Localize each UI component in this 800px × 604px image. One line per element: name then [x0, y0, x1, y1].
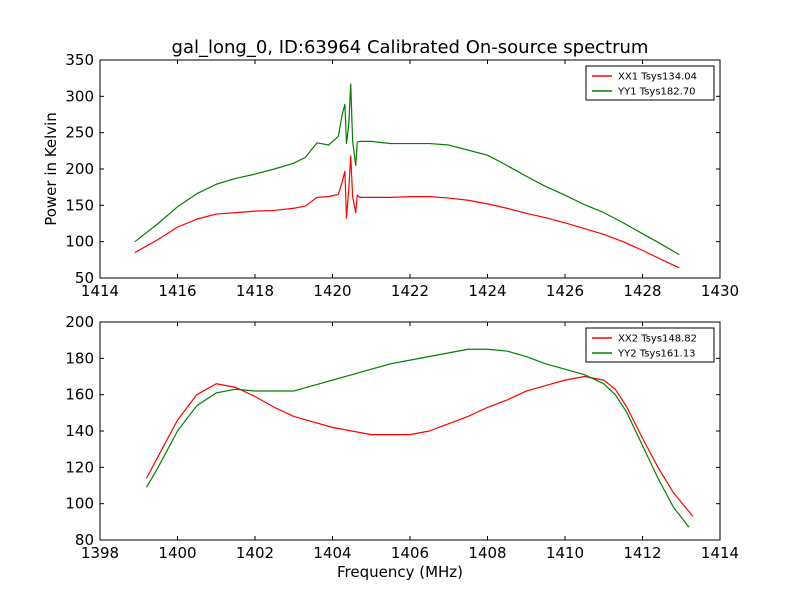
- x-tick-label: 1414: [81, 282, 119, 300]
- legend-label: YY1 Tsys182.70: [617, 87, 696, 98]
- x-tick-label: 1408: [468, 544, 506, 562]
- x-tick-label: 1414: [701, 544, 739, 562]
- x-tick-label: 1398: [81, 544, 119, 562]
- y-tick-label: 180: [65, 349, 94, 367]
- subplot-2: 1398 1400 1402 1404 1406 1408 1410 1412 1414 80 10…: [65, 313, 739, 581]
- y-tick-label: 350: [65, 51, 94, 69]
- series-line-2-1: [145, 375, 694, 517]
- y-tick-label: 200: [65, 160, 94, 178]
- chart-title: gal_long_0, ID:63964 Calibrated On-sourc…: [172, 37, 649, 58]
- x-tick-label: 1402: [236, 544, 274, 562]
- y-axis-label: Power in Kelvin: [42, 112, 60, 226]
- x-tick-label: 1406: [391, 544, 429, 562]
- x-tick-label: 1426: [546, 282, 584, 300]
- legend-box: [585, 65, 715, 101]
- x-tick-label: 1430: [701, 282, 739, 300]
- y-tick-label: 120: [65, 458, 94, 476]
- y-tick-label: 160: [65, 386, 94, 404]
- legend-label: XX2 Tsys148.82: [618, 334, 697, 345]
- y-tick-label: 50: [75, 269, 94, 287]
- x-tick-label: 1400: [158, 544, 196, 562]
- x-axis-label: Frequency (MHz): [337, 563, 463, 581]
- y-tick-label: 80: [75, 531, 94, 549]
- x-tick-label: 1424: [468, 282, 506, 300]
- series-line-2-2: [145, 348, 690, 528]
- x-tick-label: 1418: [236, 282, 274, 300]
- y-tick-label: 150: [65, 196, 94, 214]
- legend-box: [585, 327, 715, 363]
- y-tick-label: 100: [65, 233, 94, 251]
- legend-1: XX1 Tsys134.04 YY1 Tsys182.70: [585, 65, 715, 101]
- y-tick-label: 100: [65, 495, 94, 513]
- x-tick-label: 1422: [391, 282, 429, 300]
- x-tick-label: 1404: [313, 544, 351, 562]
- x-tick-label: 1412: [623, 544, 661, 562]
- legend-label: XX1 Tsys134.04: [618, 72, 697, 83]
- x-tick-label: 1416: [158, 282, 196, 300]
- series-line-1-2: [134, 83, 680, 256]
- x-tick-label: 1410: [546, 544, 584, 562]
- series-line-1-1: [134, 155, 680, 269]
- legend-2: XX2 Tsys148.82 YY2 Tsys161.13: [585, 327, 715, 363]
- y-tick-label: 200: [65, 313, 94, 331]
- y-tick-label: 300: [65, 87, 94, 105]
- x-tick-label: 1420: [313, 282, 351, 300]
- y-tick-label: 140: [65, 422, 94, 440]
- legend-label: YY2 Tsys161.13: [617, 349, 696, 360]
- x-tick-label: 1428: [623, 282, 661, 300]
- subplot-1: 1414 1416 1418 1420 1422 1424 1426 1428 1430 50 10…: [42, 51, 739, 300]
- y-tick-label: 250: [65, 124, 94, 142]
